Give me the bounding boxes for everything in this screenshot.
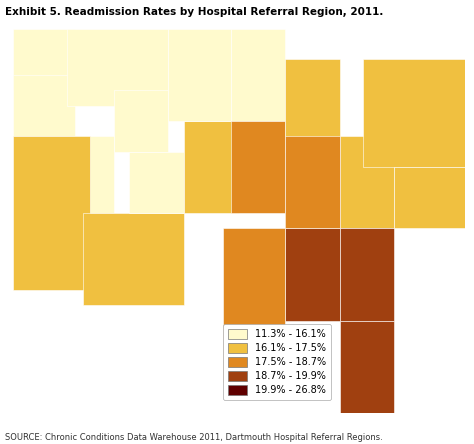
Bar (394, 167, 465, 229)
Bar (285, 152, 340, 229)
Text: SOURCE: Chronic Conditions Data Warehouse 2011, Dartmouth Hospital Referral Regi: SOURCE: Chronic Conditions Data Warehous… (5, 433, 383, 442)
Bar (285, 136, 340, 229)
Legend: 11.3% - 16.1%, 16.1% - 17.5%, 17.5% - 18.7%, 18.7% - 19.9%, 19.9% - 26.8%: 11.3% - 16.1%, 16.1% - 17.5%, 17.5% - 18… (223, 324, 331, 400)
Bar (67, 136, 114, 213)
Bar (114, 90, 168, 152)
Bar (129, 152, 184, 213)
Bar (12, 29, 75, 90)
Bar (340, 136, 394, 229)
Bar (340, 229, 394, 321)
Bar (340, 321, 394, 413)
Bar (168, 29, 231, 121)
Bar (231, 29, 285, 121)
Bar (363, 59, 465, 167)
Bar (223, 229, 285, 382)
Bar (231, 121, 285, 213)
Bar (184, 121, 238, 213)
Bar (285, 59, 340, 152)
Bar (12, 136, 91, 290)
Bar (285, 229, 340, 321)
Text: Exhibit 5. Readmission Rates by Hospital Referral Region, 2011.: Exhibit 5. Readmission Rates by Hospital… (5, 7, 383, 17)
Bar (82, 213, 184, 305)
Bar (12, 75, 75, 136)
Bar (67, 29, 168, 106)
